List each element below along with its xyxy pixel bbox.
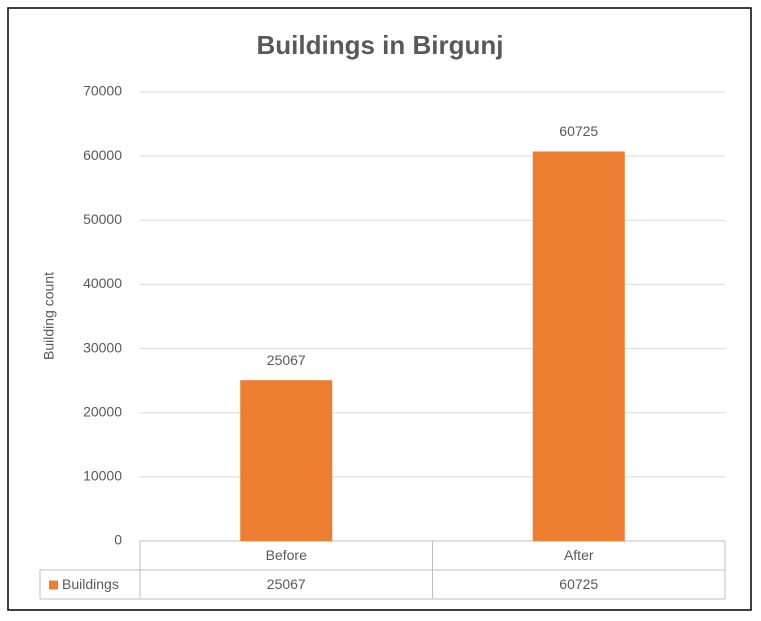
chart-title: Buildings in Birgunj (257, 30, 504, 60)
data-label: 25067 (267, 352, 306, 368)
x-tick-label: Before (266, 547, 307, 563)
legend-label: Buildings (62, 576, 119, 592)
chart-border (7, 7, 752, 611)
data-label: 60725 (559, 123, 598, 139)
y-tick-label: 40000 (83, 275, 122, 291)
y-tick-label: 50000 (83, 211, 122, 227)
bar (240, 380, 333, 541)
y-tick-label: 70000 (83, 83, 122, 99)
y-tick-label: 30000 (83, 339, 122, 355)
y-tick-label: 60000 (83, 147, 122, 163)
y-tick-label: 20000 (83, 403, 122, 419)
legend-key (49, 580, 58, 590)
x-tick-label: After (564, 547, 594, 563)
y-tick-label: 0 (114, 532, 122, 548)
y-axis-title: Building count (41, 272, 57, 360)
y-tick-label: 10000 (83, 468, 122, 484)
bar (532, 151, 625, 541)
table-value: 60725 (559, 576, 598, 592)
table-value: 25067 (267, 576, 306, 592)
